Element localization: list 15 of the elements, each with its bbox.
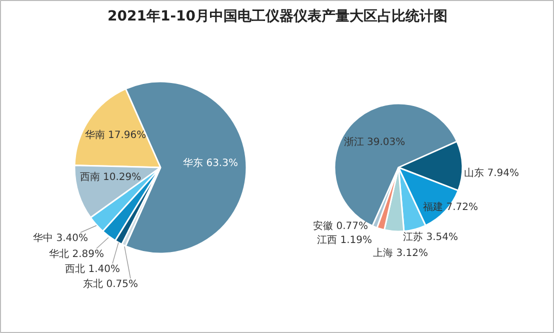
slice-label: 西南 10.29%	[80, 171, 142, 183]
slice-label: 东北 0.75%	[83, 278, 138, 290]
slice-label: 华中 3.40%	[33, 232, 88, 244]
slice-label: 华北 2.89%	[49, 248, 104, 260]
slice-label: 华东 63.3%	[183, 157, 238, 169]
slice-label: 华南 17.96%	[84, 129, 146, 141]
slice-label: 安徽 0.77%	[313, 220, 368, 232]
slice-label: 上海 3.12%	[373, 247, 428, 259]
slice-label: 浙江 39.03%	[344, 136, 406, 148]
slice-label: 西北 1.40%	[65, 263, 120, 275]
slice-label: 江西 1.19%	[317, 234, 372, 246]
text: 2021年1-10月中国电工仪器仪表产量大区占比统计图	[108, 8, 448, 24]
slice-label: 山东 7.94%	[464, 167, 519, 179]
slice-label: 江苏 3.54%	[403, 231, 458, 243]
slice-label: 福建 7.72%	[423, 201, 478, 213]
